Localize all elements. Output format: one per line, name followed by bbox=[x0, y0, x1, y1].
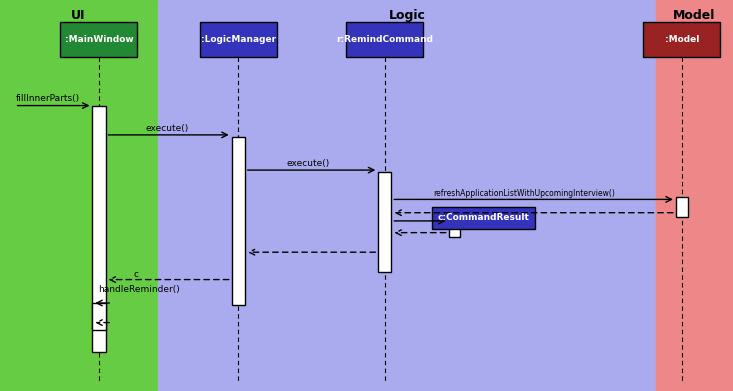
Text: Logic: Logic bbox=[388, 9, 425, 22]
Bar bbox=[347, 22, 424, 57]
Text: Model: Model bbox=[673, 9, 715, 22]
Bar bbox=[61, 22, 138, 57]
Text: :Model: :Model bbox=[665, 34, 699, 44]
Text: handleReminder(): handleReminder() bbox=[98, 285, 180, 294]
Bar bbox=[199, 22, 277, 57]
Bar bbox=[644, 22, 721, 57]
Bar bbox=[432, 207, 535, 229]
Text: execute(): execute() bbox=[145, 124, 189, 133]
Text: r:RemindCommand: r:RemindCommand bbox=[336, 34, 433, 44]
Bar bbox=[92, 106, 106, 352]
Bar bbox=[449, 219, 460, 237]
Bar bbox=[232, 137, 245, 305]
Text: :LogicManager: :LogicManager bbox=[201, 34, 276, 44]
Bar bbox=[656, 0, 733, 391]
Text: c: c bbox=[133, 269, 138, 279]
Bar bbox=[0, 0, 158, 391]
Bar bbox=[158, 0, 656, 391]
Text: c:CommandResult: c:CommandResult bbox=[438, 213, 530, 222]
Text: fillInnerParts(): fillInnerParts() bbox=[15, 94, 80, 103]
Bar bbox=[676, 197, 688, 217]
Text: UI: UI bbox=[71, 9, 86, 22]
Text: execute(): execute() bbox=[286, 159, 330, 169]
Text: :MainWindow: :MainWindow bbox=[65, 34, 133, 44]
Bar bbox=[378, 172, 391, 272]
Text: refreshApplicationListWithUpcomingInterview(): refreshApplicationListWithUpcomingInterv… bbox=[433, 189, 615, 199]
Bar bbox=[92, 303, 106, 330]
